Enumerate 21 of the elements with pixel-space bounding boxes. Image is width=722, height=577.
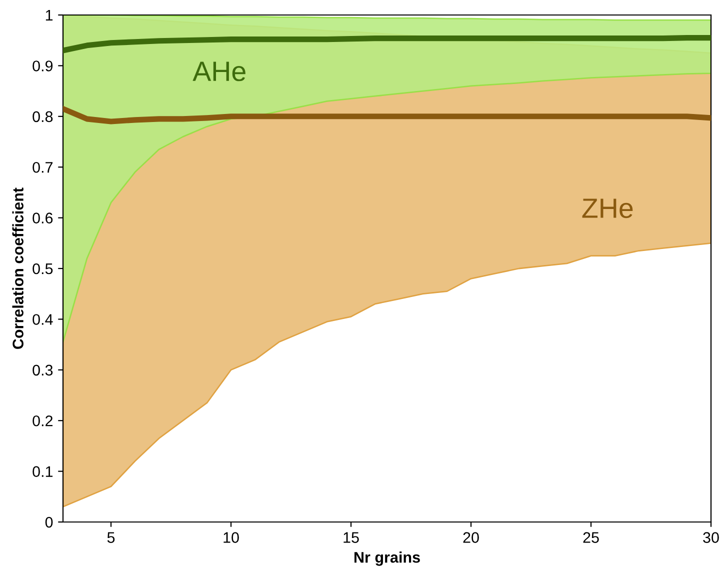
y-tick-label: 0.3 xyxy=(32,364,53,376)
series-label: AHe xyxy=(192,62,246,82)
y-tick-label: 0.7 xyxy=(32,162,53,173)
x-tick-label: 5 xyxy=(107,532,115,543)
y-tick-label: 0.9 xyxy=(32,60,53,72)
x-tick-label: 20 xyxy=(463,532,479,543)
y-tick-label: 0.1 xyxy=(32,466,53,477)
x-tick-label: 30 xyxy=(703,532,719,543)
y-tick-label: 0.8 xyxy=(32,111,53,122)
y-tick-label: 0.4 xyxy=(32,314,53,325)
y-axis-title: Correlation coefficient xyxy=(12,188,24,349)
x-tick-label: 15 xyxy=(344,532,359,543)
y-tick-label: 1 xyxy=(46,10,53,21)
x-axis-title: Nr grains xyxy=(354,552,420,566)
y-tick-label: 0 xyxy=(45,516,53,528)
y-tick-label: 0.2 xyxy=(32,415,53,426)
y-tick-label: 0.6 xyxy=(32,212,53,224)
y-tick-label: 0.5 xyxy=(32,263,53,274)
x-tick-label: 25 xyxy=(583,532,599,543)
x-tick-label: 10 xyxy=(224,532,239,543)
text: ZHe xyxy=(582,198,633,218)
